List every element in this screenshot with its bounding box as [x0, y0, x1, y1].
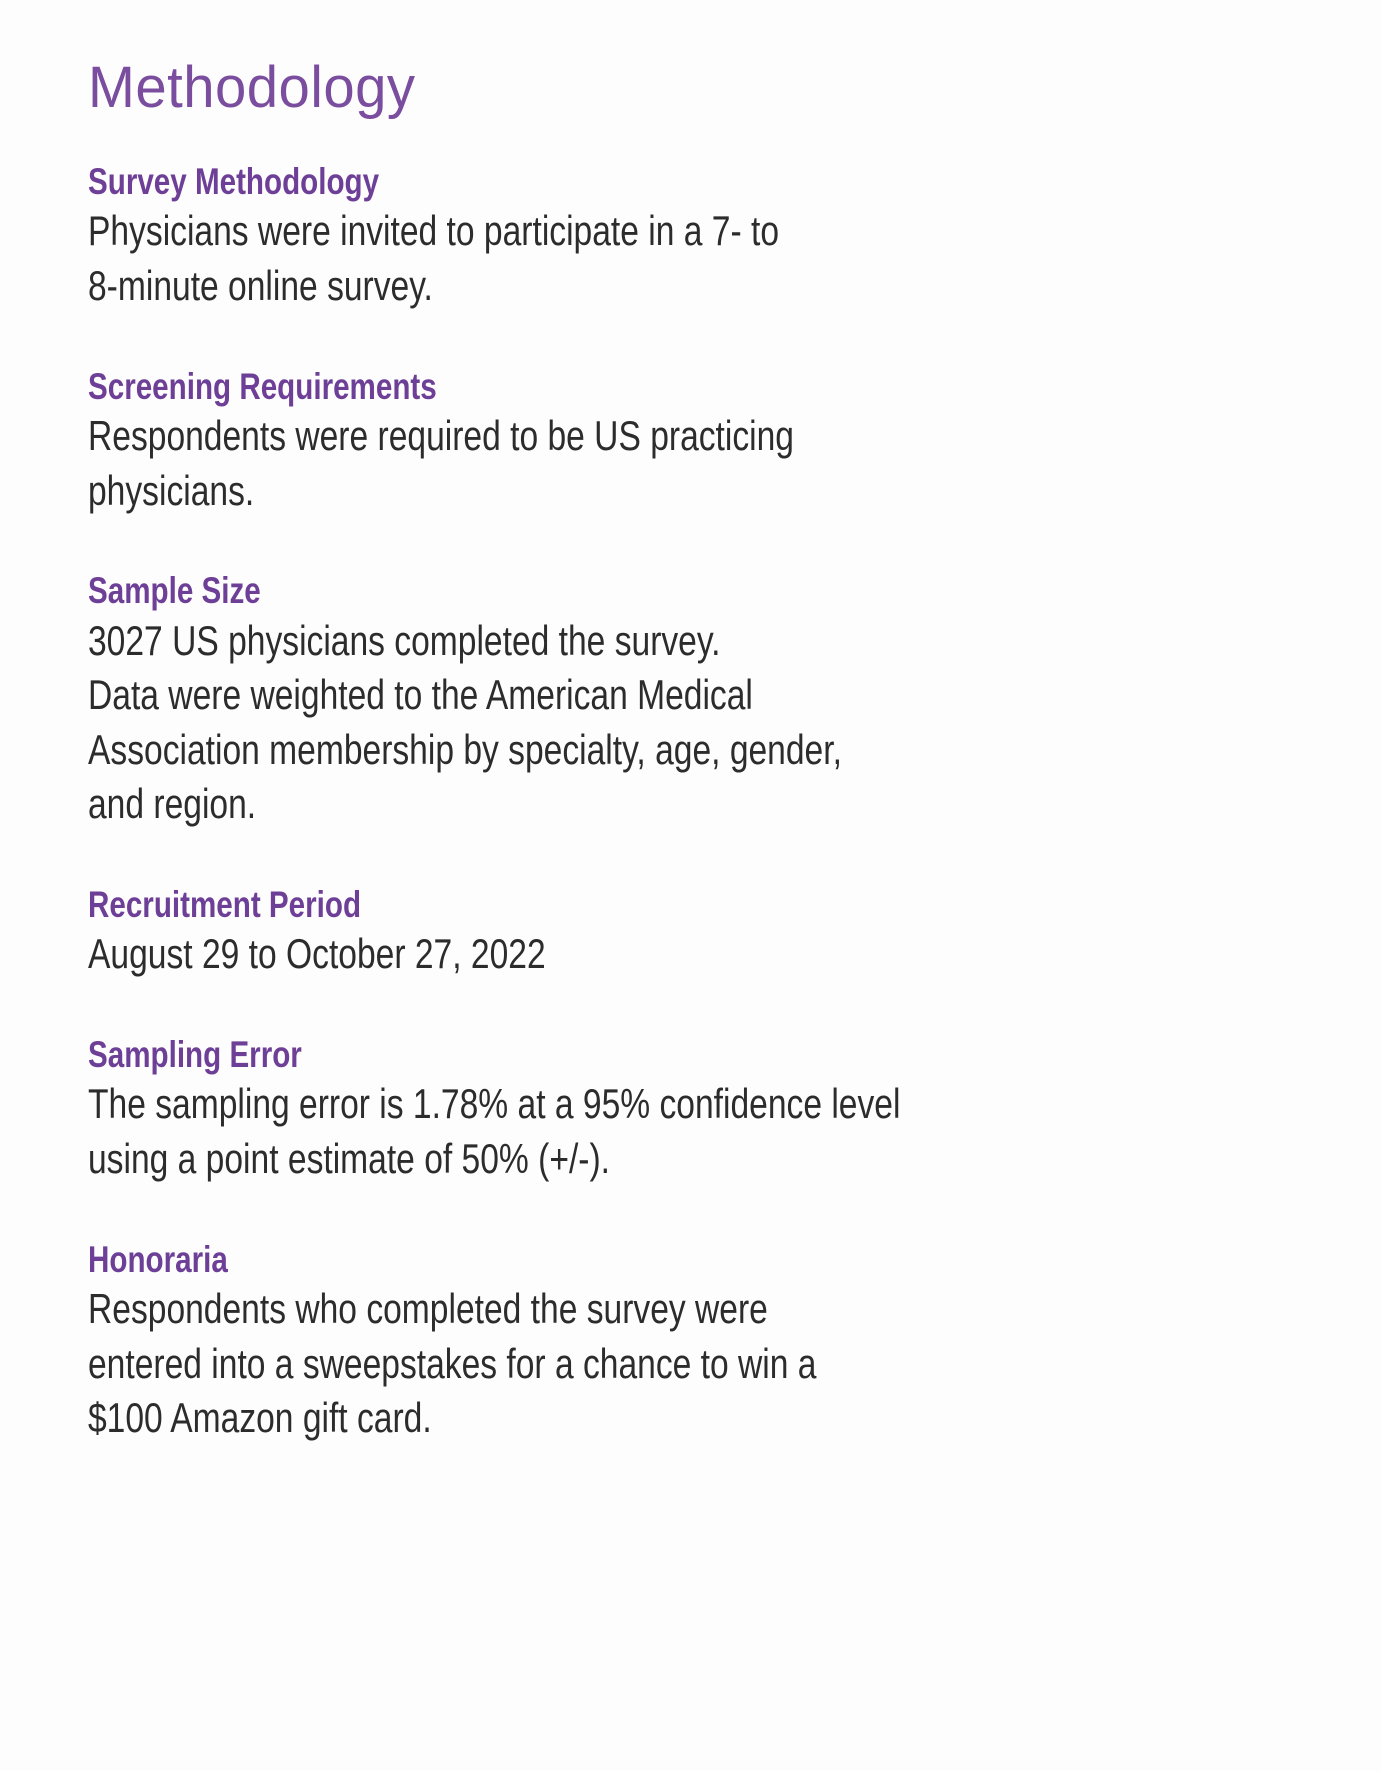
section-body-honoraria: Respondents who completed the survey wer…	[88, 1285, 817, 1442]
section-body-sampling-error: The sampling error is 1.78% at a 95% con…	[88, 1080, 901, 1183]
section-body-recruitment-period: August 29 to October 27, 2022	[88, 930, 546, 978]
section-heading-sample-size: Sample Size	[88, 570, 261, 612]
section-screening-requirements: Screening Requirements Respondents were …	[88, 366, 1381, 519]
section-body-sample-size: 3027 US physicians completed the survey.…	[88, 616, 842, 828]
section-survey-methodology: Survey Methodology Physicians were invit…	[88, 161, 1381, 314]
section-body-screening-requirements: Respondents were required to be US pract…	[88, 411, 794, 514]
section-heading-screening-requirements: Screening Requirements	[88, 365, 437, 407]
section-body-survey-methodology: Physicians were invited to participate i…	[88, 207, 780, 309]
section-heading-recruitment-period: Recruitment Period	[88, 883, 362, 925]
section-heading-sampling-error: Sampling Error	[88, 1033, 302, 1075]
section-heading-survey-methodology: Survey Methodology	[88, 160, 380, 202]
section-recruitment-period: Recruitment Period August 29 to October …	[88, 884, 1381, 982]
page-title: Methodology	[88, 55, 416, 120]
section-heading-honoraria: Honoraria	[88, 1238, 228, 1280]
section-honoraria: Honoraria Respondents who completed the …	[88, 1239, 1381, 1446]
methodology-section-list: Survey Methodology Physicians were invit…	[88, 161, 1381, 1446]
section-sample-size: Sample Size 3027 US physicians completed…	[88, 570, 1381, 832]
section-sampling-error: Sampling Error The sampling error is 1.7…	[88, 1034, 1381, 1187]
